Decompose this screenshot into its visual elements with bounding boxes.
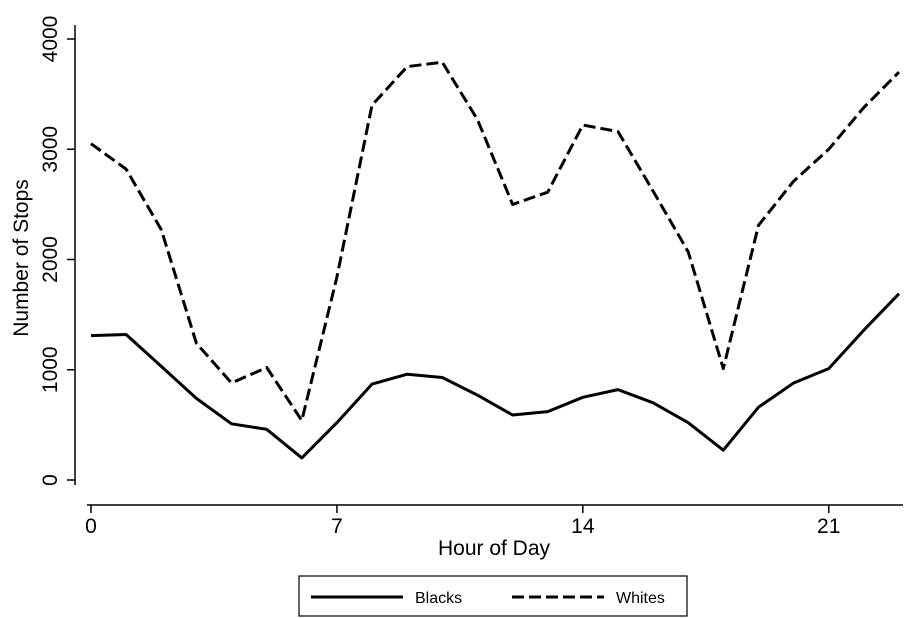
legend: Blacks Whites [298, 575, 688, 617]
x-tick-label: 0 [85, 515, 97, 538]
y-axis-title: Number of Stops [10, 179, 33, 337]
series-layer [90, 60, 901, 460]
y-tick-label: 1000 [39, 346, 62, 393]
x-ticks: 0 7 14 21 [85, 505, 840, 538]
series-line-blacks [90, 292, 901, 460]
x-tick-label: 14 [571, 515, 595, 538]
x-axis-title: Hour of Day [438, 537, 551, 560]
axes [74, 25, 903, 506]
y-tick-label: 0 [39, 474, 62, 486]
series-line-whites [90, 60, 901, 422]
x-tick-label: 7 [331, 515, 343, 538]
x-tick-label: 21 [817, 515, 840, 538]
y-tick-label: 2000 [39, 236, 62, 283]
y-tick-label: 3000 [39, 126, 62, 173]
legend-label-whites: Whites [616, 590, 665, 607]
y-ticks: 0 1000 2000 3000 4000 [39, 16, 75, 486]
y-tick-label: 4000 [39, 16, 62, 63]
legend-label-blacks: Blacks [415, 590, 462, 607]
